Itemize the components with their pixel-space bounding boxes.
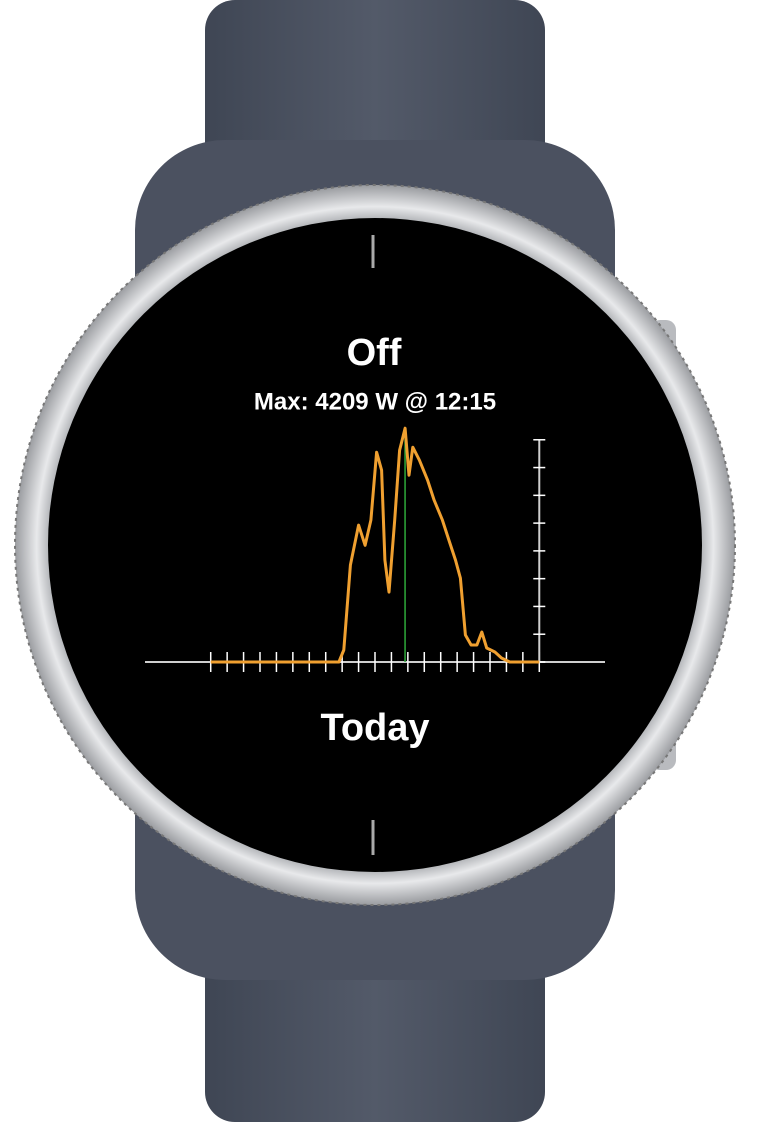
bezel-knurl (14, 184, 736, 906)
status-title: Off (347, 332, 402, 374)
period-label: Today (320, 707, 429, 749)
power-line (210, 426, 540, 664)
display (48, 218, 702, 872)
max-subtitle: Max: 4209 W @ 12:15 (254, 388, 496, 415)
